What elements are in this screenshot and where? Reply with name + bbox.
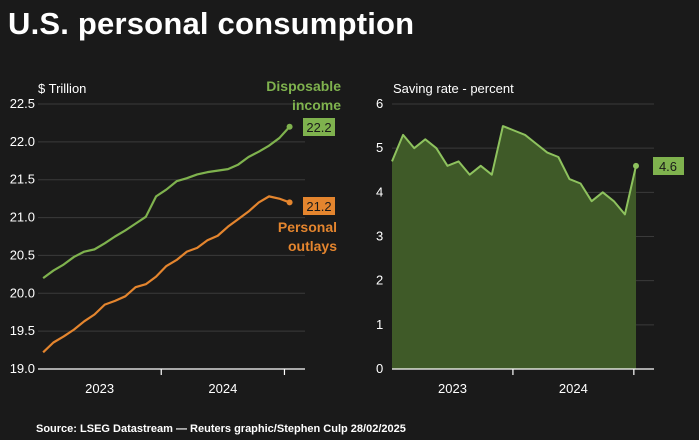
x-tick-label: 2024 xyxy=(559,381,588,396)
outlays-label-line1: Personal xyxy=(278,219,337,235)
y-tick-label: 6 xyxy=(376,96,383,111)
outlays-end-value: 21.2 xyxy=(306,199,331,214)
left-grid xyxy=(38,103,305,332)
outlays-line xyxy=(42,195,290,354)
right-y-axis: 6 5 4 3 2 1 0 xyxy=(376,96,383,376)
left-chart: $ Trillion 22.5 22.0 21.5 21.0 20.5 20.0 19.5 1… xyxy=(10,78,342,396)
saving-end-value: 4.6 xyxy=(659,159,677,174)
outlays-end-badge xyxy=(303,197,335,215)
left-y-axis: 22.5 22.0 21.5 21.0 20.5 20.0 19.5 19.0 xyxy=(10,96,35,376)
income-end-badge xyxy=(303,118,335,136)
y-tick-label: 22.0 xyxy=(10,134,35,149)
source-note: Source: LSEG Datastream — Reuters graphi… xyxy=(36,423,406,435)
right-chart: Saving rate - percent 6 5 4 3 2 1 0 2023 2024 4… xyxy=(376,81,684,396)
saving-line xyxy=(391,125,637,216)
outlays-end-point xyxy=(286,199,293,206)
y-tick-label: 19.0 xyxy=(10,361,35,376)
saving-area xyxy=(392,126,636,369)
left-series xyxy=(42,123,293,354)
y-tick-label: 22.5 xyxy=(10,96,35,111)
y-tick-label: 19.5 xyxy=(10,323,35,338)
right-chart-title: Saving rate - percent xyxy=(393,81,514,96)
saving-end-badge xyxy=(653,157,684,175)
y-tick-label: 2 xyxy=(376,273,383,288)
page-title: U.S. personal consumption xyxy=(8,6,415,41)
outlays-label-line2: outlays xyxy=(288,238,337,254)
income-end-point xyxy=(286,123,293,130)
income-label-line1: Disposable xyxy=(266,78,341,94)
x-tick-label: 2024 xyxy=(208,381,237,396)
y-tick-label: 0 xyxy=(376,361,383,376)
y-tick-label: 4 xyxy=(376,184,383,199)
right-series xyxy=(391,125,639,369)
income-label-line2: income xyxy=(292,97,341,113)
x-tick-label: 2023 xyxy=(438,381,467,396)
y-tick-label: 20.5 xyxy=(10,247,35,262)
left-unit-label: $ Trillion xyxy=(38,81,86,96)
income-end-value: 22.2 xyxy=(306,120,331,135)
left-x-axis: 2023 2024 xyxy=(85,369,286,396)
y-tick-label: 5 xyxy=(376,140,383,155)
y-tick-label: 3 xyxy=(376,229,383,244)
x-tick-label: 2023 xyxy=(85,381,114,396)
y-tick-label: 21.0 xyxy=(10,210,35,225)
y-tick-label: 1 xyxy=(376,317,383,332)
income-line xyxy=(42,125,291,280)
saving-end-point xyxy=(633,162,639,169)
y-tick-label: 20.0 xyxy=(10,285,35,300)
right-x-axis: 2023 2024 xyxy=(438,369,635,396)
y-tick-label: 21.5 xyxy=(10,172,35,187)
